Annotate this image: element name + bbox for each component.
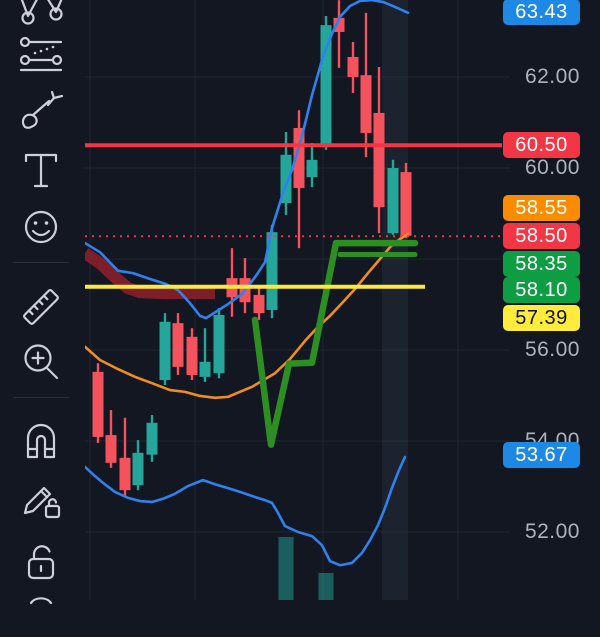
brush-tool[interactable] [19, 90, 64, 135]
session-highlight [382, 0, 408, 600]
candle-body [132, 452, 144, 486]
candle-body [159, 321, 171, 381]
price-badge: 63.43 [503, 0, 580, 25]
candle-body [373, 112, 385, 208]
candle-body [213, 314, 225, 374]
candle-body [280, 154, 292, 204]
pencil-lock-icon [23, 486, 61, 519]
ruler-icon [23, 289, 59, 325]
drawing-lock-tool[interactable] [19, 478, 63, 522]
bollinger-upper [83, 0, 410, 320]
magnet-icon [26, 423, 56, 459]
candle-body [92, 371, 104, 437]
lock-open-icon [27, 545, 55, 580]
candle-body [119, 457, 131, 491]
chart-canvas[interactable] [0, 0, 600, 600]
lock-all-tool[interactable] [19, 539, 63, 583]
price-axis-label: 52.00 [524, 520, 580, 543]
candle-body [186, 336, 198, 376]
chart-area[interactable]: 62.00 60.00 56.00 54.00 52.00 63.43 60.50 58.55… [0, 0, 600, 600]
candle-body [105, 435, 117, 463]
text-tool[interactable] [19, 148, 63, 192]
emoji-icon [24, 210, 58, 244]
candle-body [253, 294, 265, 314]
candle-body [146, 422, 158, 455]
emoji-tool[interactable] [19, 205, 63, 249]
magnet-tool[interactable] [19, 419, 63, 463]
candle-body [347, 56, 359, 77]
candle-body [360, 75, 372, 133]
trend-band-maroon [81, 248, 215, 300]
candle-body [387, 168, 399, 234]
drawing-toolbar [0, 0, 85, 605]
candle-body [172, 323, 184, 367]
volume-bar [278, 537, 294, 600]
xabcd-pattern-tool[interactable] [19, 0, 63, 34]
gann-hilo-green [251, 239, 419, 448]
candle-body [400, 172, 412, 236]
candle-body [320, 25, 332, 147]
price-axis-label: 62.00 [524, 65, 580, 88]
price-badge: 58.10 [503, 277, 580, 303]
candle-body [306, 159, 318, 178]
candle-body [333, 17, 345, 32]
text-icon [24, 153, 58, 188]
ruler-tool[interactable] [19, 285, 63, 329]
xabcd-pattern-icon [20, 0, 63, 25]
price-badge: 53.67 [503, 442, 580, 468]
zoom-in-icon [24, 344, 59, 380]
price-badge: 58.35 [503, 251, 580, 277]
candle-body [266, 232, 278, 310]
long-position-icon [19, 36, 63, 72]
toolbar-separator [13, 262, 69, 263]
volume-bar [318, 573, 334, 600]
price-axis-label: 56.00 [524, 338, 580, 361]
toolbar-separator [13, 397, 69, 398]
price-axis-label: 60.00 [524, 156, 580, 179]
price-badge: 57.39 [503, 305, 580, 331]
long-position-tool[interactable] [19, 33, 63, 77]
candle-body [199, 361, 211, 377]
price-badge: 58.55 [503, 195, 580, 221]
price-badge: 60.50 [503, 132, 580, 158]
brush-icon [21, 90, 64, 129]
zoom-in-tool[interactable] [19, 340, 63, 384]
price-badge: 58.50 [503, 223, 580, 249]
bollinger-lower [83, 455, 407, 567]
candle-body [293, 127, 305, 189]
